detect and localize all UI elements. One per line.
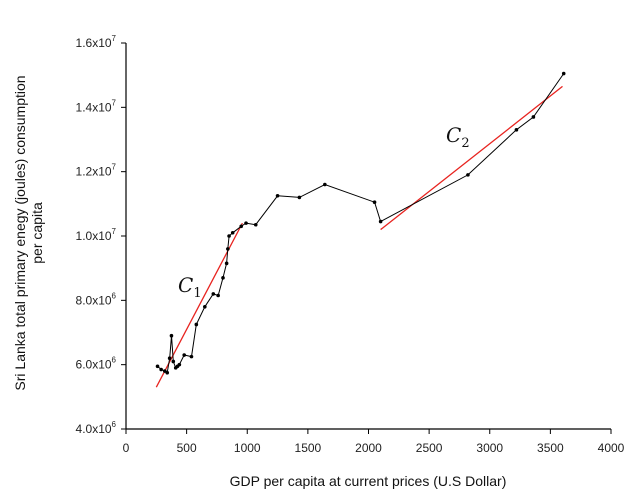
series-line: [157, 73, 565, 374]
data-point: [177, 362, 182, 367]
x-tick-label: 4000: [598, 441, 625, 455]
data-point: [372, 200, 377, 205]
y-axis-title-line-1: Sri Lanka total primary enegy (joules) c…: [12, 75, 28, 390]
fit-line-c2: [380, 85, 563, 231]
x-tick-label: 0: [123, 441, 130, 455]
y-tick-label: 1.4x107: [76, 98, 117, 114]
fit-annotations: C1 C2: [178, 123, 470, 301]
fit-lines: [155, 85, 563, 388]
x-tick-label: 3500: [537, 441, 564, 455]
data-point: [253, 222, 258, 227]
x-axis-ticks: 0 500 1000 1500 2000 2500 3000 3500 4000: [123, 429, 625, 455]
data-point: [466, 173, 470, 177]
x-tick-label: 2500: [416, 441, 443, 455]
fit-label-c1: C1: [178, 273, 202, 301]
data-point: [514, 128, 519, 132]
fit-label-c2: C2: [446, 123, 470, 151]
data-point: [189, 354, 194, 359]
data-point: [531, 115, 536, 119]
x-tick-label: 3000: [476, 441, 503, 455]
data-point: [171, 359, 176, 364]
y-tick-label: 1.0x107: [76, 227, 117, 243]
y-tick-label: 1.6x107: [76, 34, 117, 50]
data-point: [239, 224, 243, 229]
y-axis-ticks: 4.0x106 6.0x106 8.0x106 1.0x107 1.2x107 1.4x1…: [76, 34, 126, 436]
y-tick-label: 8.0x106: [76, 291, 117, 307]
data-point: [165, 370, 170, 375]
data-point: [194, 322, 199, 327]
y-tick-label: 4.0x106: [76, 420, 117, 436]
data-point: [244, 221, 248, 225]
data-point: [221, 276, 225, 280]
data-point: [224, 261, 229, 266]
data-point: [323, 182, 327, 187]
axes: [125, 43, 611, 430]
data-point: [182, 353, 186, 357]
x-tick-label: 500: [177, 441, 197, 455]
data-point: [226, 247, 230, 251]
data-point: [561, 71, 566, 76]
y-axis-title-line-2: per capita: [29, 202, 45, 264]
data-point: [155, 364, 160, 369]
data-point: [203, 304, 207, 309]
data-point: [169, 333, 174, 338]
data-point: [275, 193, 280, 198]
y-tick-label: 1.2x107: [76, 163, 117, 179]
data-series: [155, 71, 566, 375]
data-point: [378, 219, 383, 224]
data-point: [227, 234, 231, 238]
x-tick-label: 2000: [355, 441, 382, 455]
data-point: [230, 230, 235, 235]
x-axis-title: GDP per capita at current prices (U.S Do…: [230, 473, 507, 489]
x-tick-label: 1000: [234, 441, 261, 455]
y-axis-title: Sri Lanka total primary enegy (joules) c…: [12, 75, 45, 390]
data-point: [216, 293, 220, 298]
x-tick-label: 1500: [295, 441, 322, 455]
data-point: [297, 195, 302, 200]
y-tick-label: 6.0x106: [76, 356, 117, 372]
data-point: [167, 356, 172, 361]
data-point: [211, 292, 216, 296]
data-point: [159, 367, 163, 372]
